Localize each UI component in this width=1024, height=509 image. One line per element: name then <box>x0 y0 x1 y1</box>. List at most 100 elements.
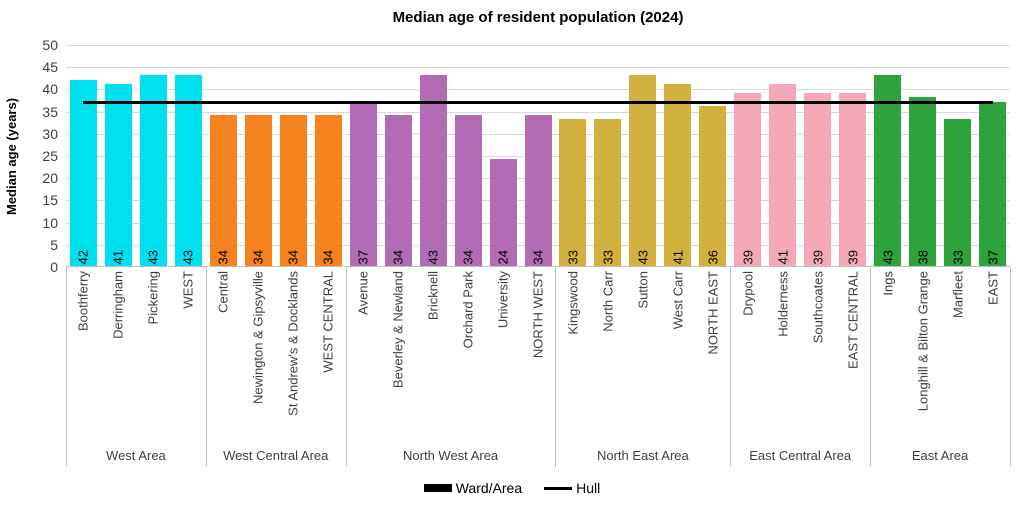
ward-label: Sutton <box>635 271 651 309</box>
bar-value-label: 37 <box>985 249 1001 264</box>
y-tick-label: 30 <box>42 125 58 142</box>
bar-value-label: 41 <box>775 249 791 264</box>
ward-label: Bricknell <box>425 271 441 321</box>
ward-label: EAST <box>985 271 1001 305</box>
y-tick-label: 45 <box>42 59 58 76</box>
ward-label: Derringham <box>110 271 126 339</box>
group-divider <box>66 267 67 467</box>
bar-value-label: 34 <box>250 249 266 264</box>
group-divider <box>730 267 732 467</box>
bar-value-label: 34 <box>215 249 231 264</box>
y-tick-label: 25 <box>42 148 58 164</box>
bar-north-east: 36 <box>699 106 727 266</box>
ward-label: WEST CENTRAL <box>320 271 336 373</box>
ward-label: Southcoates <box>810 271 826 344</box>
bar-bricknell: 43 <box>419 75 447 266</box>
bar-north-west: 34 <box>524 115 552 266</box>
plot-area: 42 41 43 43 34 34 34 34 37 34 43 34 24 34 33 33 43 41 36 39… <box>66 45 1010 267</box>
ward-label: West Carr <box>670 271 686 330</box>
bar-southcoates: 39 <box>804 92 832 266</box>
ward-label: St Andrew's & Docklands <box>285 271 301 416</box>
ward-label: North Carr <box>600 271 616 332</box>
ward-label: Avenue <box>355 271 371 315</box>
legend: Ward/Area Hull <box>0 480 1024 496</box>
gridline <box>66 89 1010 91</box>
bar-value-label: 34 <box>460 249 476 264</box>
bar-st-andrew-s-docklands: 34 <box>279 115 307 266</box>
bar-pickering: 43 <box>139 75 167 266</box>
y-tick-label: 40 <box>42 81 58 98</box>
ward-label: NORTH EAST <box>705 271 721 355</box>
y-tick-label: 5 <box>50 236 58 253</box>
bar-value-label: 39 <box>740 249 756 264</box>
bar-value-label: 41 <box>670 249 686 264</box>
ward-label: Pickering <box>145 271 161 325</box>
bar-north-carr: 33 <box>594 119 622 266</box>
group-divider <box>555 267 557 467</box>
area-label: West Central Area <box>223 448 329 463</box>
bar-marfleet: 33 <box>944 119 972 266</box>
bar-value-label: 33 <box>950 249 966 264</box>
chart-title: Median age of resident population (2024) <box>392 9 684 26</box>
bar-east: 37 <box>979 101 1007 266</box>
ward-area-swatch-icon <box>423 484 452 492</box>
y-tick-label: 35 <box>42 103 58 120</box>
y-tick-label: 50 <box>42 37 58 53</box>
bar-sutton: 43 <box>629 75 657 266</box>
bar-boothferry: 42 <box>69 79 97 266</box>
group-divider <box>205 267 207 467</box>
hull-reference-line <box>83 101 993 105</box>
bar-avenue: 37 <box>349 101 377 266</box>
ward-label: Holderness <box>775 271 791 337</box>
bar-west-carr: 41 <box>664 83 692 266</box>
gridline <box>66 67 1010 69</box>
bar-longhill-bilton-grange: 38 <box>909 97 937 266</box>
legend-item-ward-area: Ward/Area <box>423 480 522 496</box>
y-tick-label: 20 <box>42 170 58 187</box>
group-divider <box>1010 267 1011 467</box>
ward-label: NORTH WEST <box>530 271 546 359</box>
ward-label: Central <box>215 271 231 313</box>
area-labels: West Area West Central Area North West Are… <box>66 448 1010 466</box>
bar-value-label: 38 <box>915 249 931 264</box>
bar-value-label: 33 <box>600 249 616 264</box>
bar-value-label: 34 <box>320 249 336 264</box>
bar-value-label: 43 <box>145 249 161 264</box>
bar-university: 24 <box>489 159 517 266</box>
ward-label: WEST <box>180 271 196 309</box>
area-label: West Area <box>106 448 166 463</box>
area-label: North East Area <box>596 448 689 463</box>
bar-value-label: 42 <box>75 249 91 264</box>
bar-value-label: 43 <box>880 249 896 264</box>
y-tick-label: 0 <box>50 259 58 275</box>
ward-label: Newington & Gipsyville <box>250 271 266 404</box>
bar-value-label: 43 <box>425 249 441 264</box>
bar-value-label: 36 <box>705 249 721 264</box>
group-divider <box>345 267 347 467</box>
bar-derringham: 41 <box>104 83 132 266</box>
bar-newington-gipsyville: 34 <box>244 115 272 266</box>
ward-labels: Boothferry Derringham Pickering WEST Central… <box>66 268 1010 444</box>
bar-value-label: 43 <box>635 249 651 264</box>
bar-east-central: 39 <box>839 92 867 266</box>
bar-holderness: 41 <box>769 83 797 266</box>
gridline <box>66 111 1010 113</box>
bar-value-label: 39 <box>810 249 826 264</box>
ward-label: EAST CENTRAL <box>845 271 861 370</box>
bar-kingswood: 33 <box>559 119 587 266</box>
bar-west-central: 34 <box>314 115 342 266</box>
ward-label: University <box>495 271 511 329</box>
gridline <box>66 45 1010 46</box>
area-label: East Area <box>911 448 969 463</box>
ward-label: Ings <box>880 271 896 296</box>
bar-value-label: 34 <box>390 249 406 264</box>
y-axis-ticks: 0 5 10 15 20 25 30 35 40 45 50 <box>0 0 58 300</box>
area-label: North West Area <box>403 448 499 463</box>
y-tick-label: 10 <box>42 214 58 231</box>
bar-ings: 43 <box>874 75 902 266</box>
ward-label: Beverley & Newland <box>390 271 406 389</box>
ward-label: Longhill & Bilton Grange <box>915 271 931 412</box>
bar-beverley-newland: 34 <box>384 115 412 266</box>
group-divider <box>870 267 872 467</box>
